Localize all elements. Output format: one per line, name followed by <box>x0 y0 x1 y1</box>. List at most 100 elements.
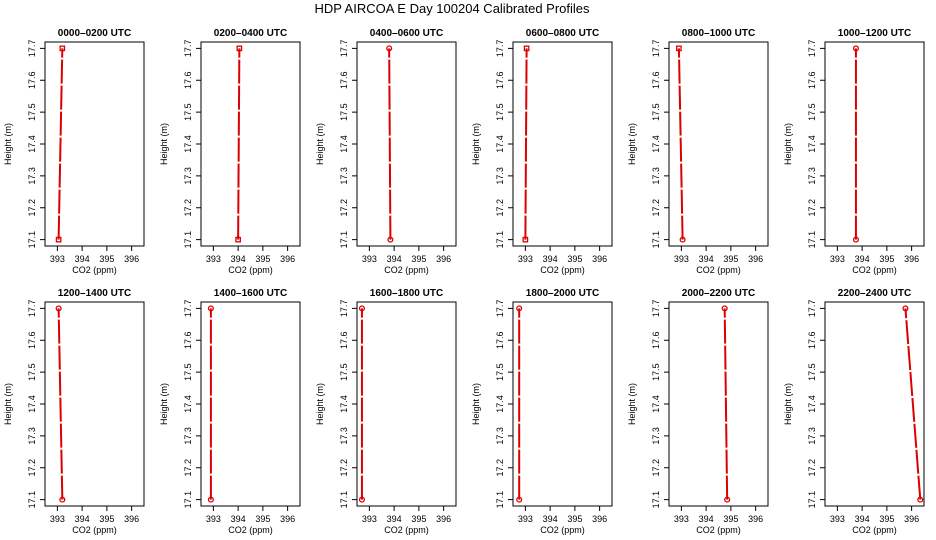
y-tick-label: 17.5 <box>495 103 505 121</box>
y-tick-label: 17.1 <box>495 491 505 509</box>
data-point <box>207 305 214 312</box>
x-tick-label: 395 <box>99 514 114 524</box>
data-point <box>207 496 214 503</box>
data-point <box>852 236 859 243</box>
y-tick-label: 17.3 <box>183 427 193 445</box>
y-axis-label: Height (m) <box>627 383 637 425</box>
y-tick-label: 17.1 <box>27 491 37 509</box>
plot-frame <box>824 301 925 507</box>
data-point <box>235 236 241 243</box>
x-tick-label: 395 <box>411 514 426 524</box>
x-tick-label: 394 <box>75 514 90 524</box>
data-point <box>358 496 366 503</box>
data-point <box>852 45 859 52</box>
plot-frame <box>512 301 613 507</box>
x-tick-label: 393 <box>674 514 689 524</box>
y-tick-label: 17.6 <box>339 331 349 349</box>
y-axis-label: Height (m) <box>471 383 481 425</box>
y-tick-label: 17.4 <box>27 135 37 153</box>
x-axis-label: CO2 (ppm) <box>852 525 897 535</box>
x-tick-label: 396 <box>124 254 139 264</box>
x-axis-label: CO2 (ppm) <box>384 265 429 275</box>
x-tick-label: 393 <box>674 254 689 264</box>
x-tick-label: 396 <box>436 254 451 264</box>
profile-panel: 0000–0200 UTC 393 394 395 396 17.1 17.2 17.3 17.… <box>3 28 145 275</box>
x-tick-label: 396 <box>436 514 451 524</box>
data-point <box>724 496 731 503</box>
y-tick-label: 17.7 <box>651 40 661 58</box>
x-tick-label: 394 <box>855 254 870 264</box>
x-tick-label: 393 <box>206 514 221 524</box>
data-point <box>522 236 529 243</box>
y-tick-label: 17.3 <box>807 427 817 445</box>
x-tick-label: 393 <box>50 514 65 524</box>
y-tick-label: 17.3 <box>651 427 661 445</box>
y-tick-label: 17.4 <box>495 395 505 413</box>
data-point <box>236 45 243 52</box>
y-tick-label: 17.5 <box>651 363 661 381</box>
x-tick-label: 393 <box>362 254 377 264</box>
y-tick-label: 17.3 <box>27 167 37 185</box>
y-tick-label: 17.3 <box>27 427 37 445</box>
x-tick-label: 393 <box>830 514 845 524</box>
y-axis-label: Height (m) <box>627 123 637 165</box>
x-tick-label: 394 <box>699 514 714 524</box>
x-tick-label: 394 <box>75 254 90 264</box>
y-tick-label: 17.7 <box>807 300 817 318</box>
y-tick-label: 17.2 <box>183 199 193 217</box>
y-axis-label: Height (m) <box>471 123 481 165</box>
y-tick-label: 17.1 <box>651 491 661 509</box>
x-axis-label: CO2 (ppm) <box>384 525 429 535</box>
x-axis-label: CO2 (ppm) <box>696 525 741 535</box>
x-tick-label: 393 <box>50 254 65 264</box>
x-axis-label: CO2 (ppm) <box>228 265 273 275</box>
y-tick-label: 17.5 <box>27 103 37 121</box>
y-tick-label: 17.5 <box>495 363 505 381</box>
x-tick-label: 396 <box>280 514 295 524</box>
y-tick-label: 17.1 <box>807 231 817 249</box>
y-tick-label: 17.3 <box>339 167 349 185</box>
x-tick-label: 393 <box>206 254 221 264</box>
profile-line <box>57 308 64 500</box>
figure-title: HDP AIRCOA E Day 100204 Calibrated Profi… <box>314 1 590 16</box>
y-tick-label: 17.1 <box>651 231 661 249</box>
x-tick-label: 396 <box>904 514 919 524</box>
x-axis-label: CO2 (ppm) <box>72 265 117 275</box>
x-tick-label: 395 <box>411 254 426 264</box>
panel-grid: 0000–0200 UTC 393 394 395 396 17.1 17.2 17.3 17.… <box>3 28 925 535</box>
y-tick-label: 17.5 <box>651 103 661 121</box>
y-tick-label: 17.2 <box>651 459 661 477</box>
plot-frame <box>668 301 769 507</box>
y-tick-label: 17.6 <box>651 331 661 349</box>
y-axis-label: Height (m) <box>159 383 169 425</box>
profile-panel: 2000–2200 UTC 393 394 395 396 17.1 17.2 17.3 17.… <box>627 288 769 535</box>
y-tick-label: 17.7 <box>27 300 37 318</box>
x-tick-label: 395 <box>255 254 270 264</box>
data-point <box>902 305 909 312</box>
data-point <box>59 496 66 503</box>
y-axis-label: Height (m) <box>315 123 325 165</box>
y-tick-label: 17.6 <box>27 71 37 89</box>
x-axis-label: CO2 (ppm) <box>540 265 585 275</box>
y-axis-label: Height (m) <box>315 383 325 425</box>
y-tick-label: 17.4 <box>495 135 505 153</box>
y-tick-label: 17.6 <box>27 331 37 349</box>
x-tick-label: 396 <box>592 514 607 524</box>
plot-frame <box>200 301 301 507</box>
y-tick-label: 17.2 <box>495 199 505 217</box>
y-tick-label: 17.2 <box>27 459 37 477</box>
y-tick-label: 17.1 <box>27 231 37 249</box>
profile-line <box>57 48 64 240</box>
y-tick-label: 17.2 <box>339 199 349 217</box>
y-tick-label: 17.2 <box>495 459 505 477</box>
y-tick-label: 17.4 <box>651 135 661 153</box>
profile-line <box>524 48 528 240</box>
plot-frame <box>824 41 925 247</box>
y-tick-label: 17.5 <box>339 363 349 381</box>
y-tick-label: 17.6 <box>495 331 505 349</box>
data-point <box>721 305 728 312</box>
x-tick-label: 396 <box>280 254 295 264</box>
y-tick-label: 17.2 <box>651 199 661 217</box>
y-axis-label: Height (m) <box>159 123 169 165</box>
y-tick-label: 17.3 <box>651 167 661 185</box>
